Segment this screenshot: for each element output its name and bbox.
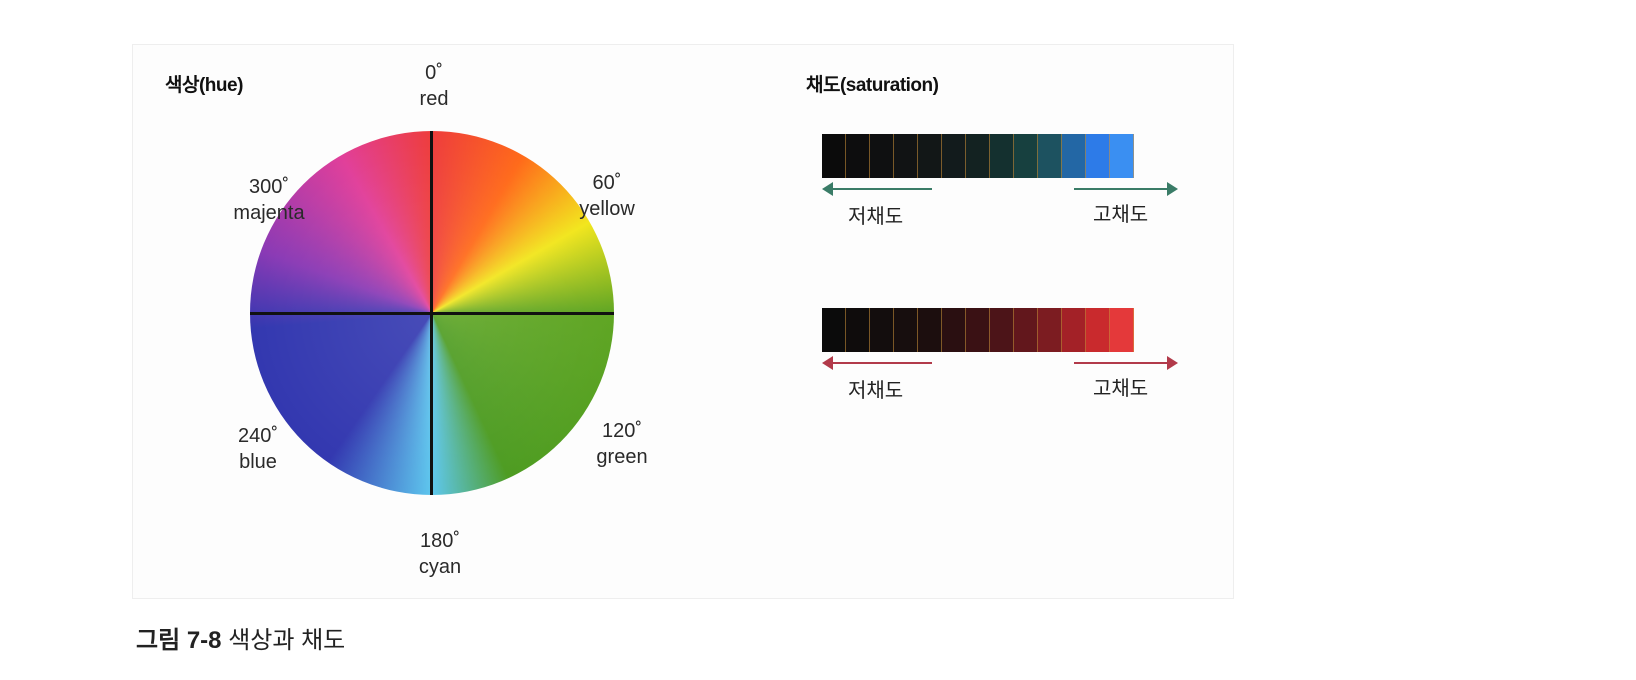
- saturation-swatch: [1086, 134, 1110, 178]
- hue-degree: 300˚: [248, 176, 290, 198]
- arrow-line: [1074, 188, 1168, 190]
- saturation-swatch: [1062, 134, 1086, 178]
- saturation-swatch: [822, 308, 846, 352]
- figure-caption: 그림 7-8 색상과 채도: [136, 620, 345, 655]
- saturation-strip-blue: [822, 134, 1134, 178]
- saturation-title: 채도(saturation): [806, 75, 939, 96]
- saturation-swatch: [942, 308, 966, 352]
- saturation-swatch: [1014, 134, 1038, 178]
- low-saturation-arrow: [822, 356, 932, 370]
- low-saturation-label: 저채도: [848, 380, 904, 402]
- hue-title: 색상(hue): [165, 75, 243, 96]
- hue-name: majenta: [233, 202, 305, 224]
- low-saturation-arrow: [822, 182, 932, 196]
- saturation-swatch: [918, 134, 942, 178]
- hue-label-cyan: 180˚ cyan: [400, 528, 480, 580]
- figure-number: 그림 7-8: [136, 627, 222, 654]
- saturation-swatch: [870, 308, 894, 352]
- saturation-swatch: [1038, 308, 1062, 352]
- saturation-swatch: [894, 308, 918, 352]
- saturation-strip-red: [822, 308, 1134, 352]
- high-saturation-arrow: [1074, 182, 1178, 196]
- saturation-swatch: [822, 134, 846, 178]
- hue-name: cyan: [418, 556, 462, 578]
- hue-name: green: [596, 446, 648, 468]
- arrow-left-icon: [822, 356, 833, 370]
- figure-caption-text: 색상과 채도: [228, 627, 346, 654]
- saturation-swatch: [918, 308, 942, 352]
- hue-label-yellow: 60˚ yellow: [567, 170, 647, 222]
- saturation-swatch: [966, 308, 990, 352]
- hue-degree: 0˚: [425, 62, 443, 84]
- high-saturation-label: 고채도: [1093, 378, 1149, 400]
- saturation-swatch: [894, 134, 918, 178]
- arrow-right-icon: [1167, 182, 1178, 196]
- hue-label-blue: 240˚ blue: [222, 423, 294, 475]
- arrow-line: [832, 188, 932, 190]
- arrow-line: [1074, 362, 1168, 364]
- hue-label-majenta: 300˚ majenta: [223, 174, 315, 226]
- saturation-swatch: [966, 134, 990, 178]
- saturation-swatch: [990, 134, 1014, 178]
- hue-horizontal-axis: [250, 312, 614, 315]
- saturation-swatch: [1086, 308, 1110, 352]
- high-saturation-arrow: [1074, 356, 1178, 370]
- saturation-swatch: [942, 134, 966, 178]
- hue-degree: 60˚: [592, 172, 622, 194]
- saturation-swatch: [1110, 308, 1134, 352]
- hue-degree: 180˚: [419, 530, 461, 552]
- saturation-swatch: [1038, 134, 1062, 178]
- low-saturation-label: 저채도: [848, 206, 904, 228]
- saturation-swatch: [846, 134, 870, 178]
- high-saturation-label: 고채도: [1093, 204, 1149, 226]
- saturation-swatch: [870, 134, 894, 178]
- saturation-swatch: [1062, 308, 1086, 352]
- arrow-right-icon: [1167, 356, 1178, 370]
- saturation-swatch: [990, 308, 1014, 352]
- hue-degree: 240˚: [237, 425, 279, 447]
- saturation-swatch: [1014, 308, 1038, 352]
- hue-name: blue: [239, 451, 277, 473]
- hue-degree: 120˚: [601, 420, 643, 442]
- hue-name: red: [419, 88, 449, 110]
- saturation-swatch: [1110, 134, 1134, 178]
- hue-label-green: 120˚ green: [582, 418, 662, 470]
- saturation-swatch: [846, 308, 870, 352]
- hue-name: yellow: [579, 198, 635, 220]
- arrow-left-icon: [822, 182, 833, 196]
- hue-label-red: 0˚ red: [398, 60, 470, 112]
- arrow-line: [832, 362, 932, 364]
